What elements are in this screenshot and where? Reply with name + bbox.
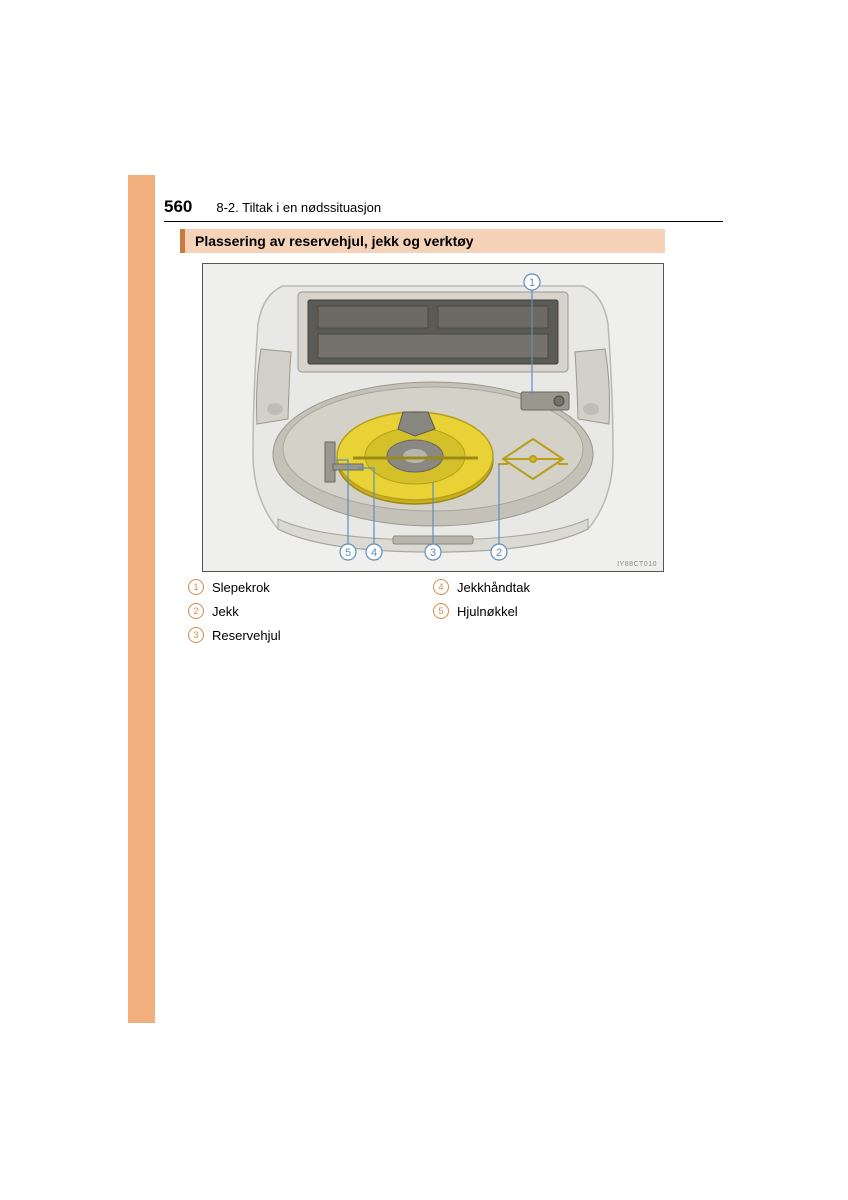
- legend-number-icon: 2: [188, 603, 204, 619]
- legend-label: Jekkhåndtak: [457, 580, 530, 595]
- figure-reference-code: IY88CT010: [617, 561, 657, 568]
- page-header: 560 8-2. Tiltak i en nødssituasjon: [164, 193, 723, 222]
- legend-number-icon: 1: [188, 579, 204, 595]
- legend-number-icon: 3: [188, 627, 204, 643]
- legend-label: Slepekrok: [212, 580, 270, 595]
- callout-5: 5: [345, 547, 351, 559]
- callout-2: 2: [496, 547, 502, 559]
- legend-item: 1 Slepekrok: [188, 579, 433, 595]
- callout-4: 4: [371, 547, 377, 559]
- section-heading: Plassering av reservehjul, jekk og verkt…: [180, 229, 665, 253]
- page-number: 560: [164, 197, 192, 217]
- legend-number-icon: 4: [433, 579, 449, 595]
- legend-column-left: 1 Slepekrok 2 Jekk 3 Reservehjul: [188, 579, 433, 643]
- callout-3: 3: [430, 547, 436, 559]
- legend-item: 2 Jekk: [188, 603, 433, 619]
- legend-column-right: 4 Jekkhåndtak 5 Hjulnøkkel: [433, 579, 683, 643]
- legend-number-icon: 5: [433, 603, 449, 619]
- section-heading-container: Plassering av reservehjul, jekk og verkt…: [180, 229, 665, 253]
- legend-item: 4 Jekkhåndtak: [433, 579, 683, 595]
- callout-1: 1: [529, 277, 535, 289]
- legend-item: 3 Reservehjul: [188, 627, 433, 643]
- legend-label: Jekk: [212, 604, 239, 619]
- manual-page: 560 8-2. Tiltak i en nødssituasjon Plass…: [128, 175, 723, 1023]
- legend-item: 5 Hjulnøkkel: [433, 603, 683, 619]
- figure-spare-tire-location: 1 2 3 4 5 IY88CT010: [202, 263, 664, 572]
- legend-label: Reservehjul: [212, 628, 281, 643]
- legend-label: Hjulnøkkel: [457, 604, 518, 619]
- page-sidebar-stripe: [128, 175, 155, 1023]
- figure-illustration: 1 2 3 4 5: [203, 264, 663, 571]
- figure-legend: 1 Slepekrok 2 Jekk 3 Reservehjul 4 Jekkh…: [188, 579, 683, 643]
- breadcrumb: 8-2. Tiltak i en nødssituasjon: [216, 200, 381, 215]
